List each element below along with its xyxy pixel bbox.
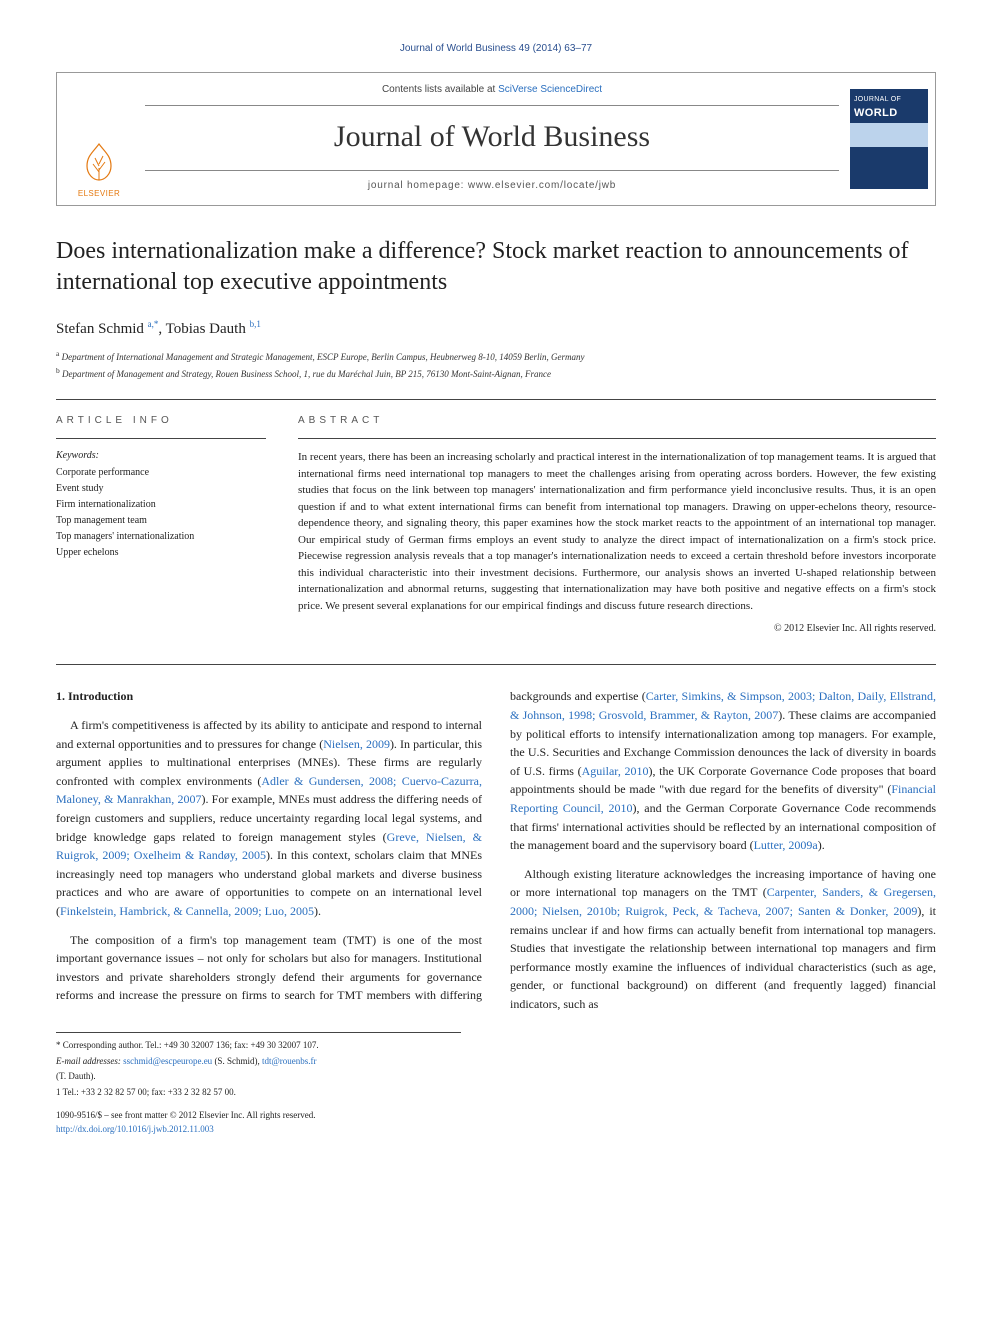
- journal-homepage-line: journal homepage: www.elsevier.com/locat…: [145, 170, 839, 193]
- keyword-item: Top management team: [56, 513, 266, 529]
- body-paragraph: A firm's competitiveness is affected by …: [56, 716, 482, 921]
- cover-strip: [850, 123, 928, 147]
- email-addresses-line: E-mail addresses: sschmid@escpeurope.eu …: [56, 1055, 461, 1069]
- journal-title: Journal of World Business: [145, 116, 839, 158]
- abstract-column: ABSTRACT In recent years, there has been…: [298, 414, 936, 636]
- elsevier-tree-icon: [75, 138, 123, 186]
- abstract-label: ABSTRACT: [298, 414, 936, 428]
- running-header: Journal of World Business 49 (2014) 63–7…: [56, 42, 936, 56]
- keyword-item: Event study: [56, 481, 266, 497]
- affiliation-a-text: Department of International Management a…: [62, 352, 585, 362]
- body-text: ).: [818, 838, 825, 852]
- issn-text: 1090-9516/$ – see front matter © 2012 El…: [56, 1109, 936, 1123]
- doi-link[interactable]: http://dx.doi.org/10.1016/j.jwb.2012.11.…: [56, 1124, 214, 1134]
- keyword-item: Upper echelons: [56, 545, 266, 561]
- abstract-copyright: © 2012 Elsevier Inc. All rights reserved…: [298, 622, 936, 636]
- authors-line: Stefan Schmid a,*, Tobias Dauth b,1: [56, 318, 936, 340]
- sciencedirect-link[interactable]: SciVerse ScienceDirect: [498, 84, 602, 95]
- keyword-item: Corporate performance: [56, 465, 266, 481]
- author-email-link[interactable]: tdt@rouenbs.fr: [262, 1056, 317, 1066]
- citation-link[interactable]: Aguilar, 2010: [582, 764, 649, 778]
- keywords-list: Corporate performance Event study Firm i…: [56, 465, 266, 561]
- body-text: ).: [314, 904, 321, 918]
- email-who: (S. Schmid),: [212, 1056, 262, 1066]
- keyword-item: Top managers' internationalization: [56, 529, 266, 545]
- keyword-item: Firm internationalization: [56, 497, 266, 513]
- email-who-2: (T. Dauth).: [56, 1070, 461, 1084]
- article-title: Does internationalization make a differe…: [56, 236, 936, 298]
- citation-link[interactable]: Finkelstein, Hambrick, & Cannella, 2009;…: [60, 904, 314, 918]
- affiliations: a Department of International Management…: [56, 348, 936, 381]
- section-heading-introduction: 1. Introduction: [56, 687, 482, 706]
- article-info-label: ARTICLE INFO: [56, 414, 266, 428]
- homepage-url: www.elsevier.com/locate/jwb: [468, 180, 616, 191]
- body-text: ), it remains unclear if and how firms c…: [510, 904, 936, 1011]
- homepage-prefix: journal homepage:: [368, 180, 468, 191]
- emails-label: E-mail addresses:: [56, 1056, 123, 1066]
- affiliation-b-text: Department of Management and Strategy, R…: [62, 369, 551, 379]
- article-info-column: ARTICLE INFO Keywords: Corporate perform…: [56, 414, 266, 636]
- abstract-text: In recent years, there has been an incre…: [298, 449, 936, 614]
- affiliation-a: a Department of International Management…: [56, 348, 936, 365]
- body-paragraph: Although existing literature acknowledge…: [510, 865, 936, 1014]
- corresponding-author-note: * Corresponding author. Tel.: +49 30 320…: [56, 1039, 461, 1053]
- journal-cover-thumb: JOURNAL OF WORLD BUSINESS: [850, 89, 928, 189]
- journal-masthead: ELSEVIER Contents lists available at Sci…: [56, 72, 936, 206]
- cover-line1: JOURNAL OF: [854, 95, 924, 105]
- contents-available-line: Contents lists available at SciVerse Sci…: [145, 83, 839, 106]
- elsevier-logo: ELSEVIER: [67, 129, 131, 199]
- author-email-link[interactable]: sschmid@escpeurope.eu: [123, 1056, 212, 1066]
- footnotes: * Corresponding author. Tel.: +49 30 320…: [56, 1032, 461, 1099]
- contents-prefix: Contents lists available at: [382, 84, 498, 95]
- article-body: 1. Introduction A firm's competitiveness…: [56, 687, 936, 1014]
- publisher-logo-area: ELSEVIER: [57, 73, 141, 205]
- affiliation-b: b Department of Management and Strategy,…: [56, 365, 936, 382]
- cover-line2: WORLD: [854, 106, 924, 121]
- footnote-tel: 1 Tel.: +33 2 32 82 57 00; fax: +33 2 32…: [56, 1086, 461, 1100]
- keywords-heading: Keywords:: [56, 449, 266, 463]
- cover-thumb-area: JOURNAL OF WORLD BUSINESS: [843, 73, 935, 205]
- citation-link[interactable]: Nielsen, 2009: [323, 737, 390, 751]
- citation-link[interactable]: Lutter, 2009a: [754, 838, 818, 852]
- issn-copyright-line: 1090-9516/$ – see front matter © 2012 El…: [56, 1109, 936, 1136]
- publisher-label: ELSEVIER: [78, 188, 120, 199]
